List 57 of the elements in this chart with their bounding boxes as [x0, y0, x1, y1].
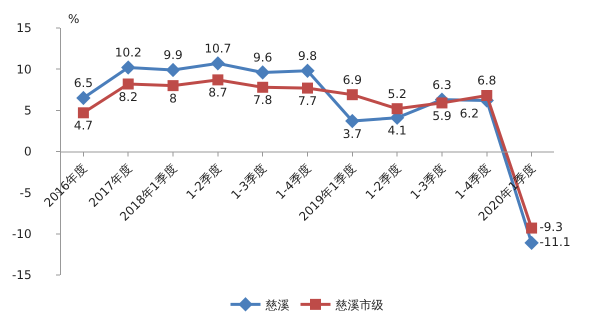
data-label: 10.7 [204, 42, 232, 56]
point [345, 114, 360, 128]
data-label: 7.8 [253, 93, 272, 108]
x-tick-label: 1-2季度 [183, 161, 224, 202]
point [121, 60, 136, 75]
point [256, 65, 270, 80]
point [78, 107, 89, 118]
data-label: 9.9 [164, 48, 183, 62]
y-tick-label: 0 [24, 144, 32, 159]
point [481, 90, 492, 102]
legend-label: 慈溪 [264, 298, 290, 312]
data-label: 5.2 [388, 86, 407, 101]
y-tick-label: -10 [12, 227, 32, 242]
point [210, 56, 226, 71]
point [302, 82, 313, 94]
data-label: 6.9 [342, 72, 362, 87]
point [524, 236, 539, 250]
data-label: 4.1 [388, 124, 407, 138]
y-tick-label: 5 [24, 104, 32, 118]
x-tick-label: 1-3季度 [228, 161, 270, 202]
x-tick-label: 1-2季度 [362, 161, 404, 202]
point [166, 62, 180, 78]
data-label: 7.7 [298, 94, 318, 108]
data-label: -9.3 [539, 220, 563, 234]
y-tick-label: 15 [16, 21, 32, 36]
y-tick-label: -15 [12, 268, 32, 282]
y-tick-label: 10 [16, 62, 32, 76]
point [392, 103, 403, 114]
data-label: 3.7 [342, 126, 362, 141]
data-label: 9.8 [298, 48, 318, 63]
point [300, 64, 315, 78]
data-label: 5.9 [432, 108, 452, 123]
data-label: 6.5 [74, 76, 93, 90]
point [436, 97, 448, 108]
data-label: 8.2 [118, 90, 138, 104]
data-label: 6.8 [477, 74, 496, 88]
data-label: 10.2 [114, 46, 142, 60]
point [76, 90, 91, 106]
point [346, 89, 358, 100]
x-tick-label: 1-3季度 [408, 161, 448, 202]
data-label: 6.2 [460, 106, 479, 120]
data-label: -11.1 [539, 234, 571, 249]
data-label: 9.6 [253, 50, 272, 65]
x-tick-label: 1-4季度 [452, 161, 494, 202]
x-tick-label: 1-4季度 [273, 161, 314, 202]
data-label: 6.3 [432, 78, 452, 92]
point [257, 82, 268, 93]
data-label: 8.7 [208, 86, 228, 100]
data-label: 4.7 [74, 118, 93, 133]
point [168, 80, 179, 92]
data-label: 8 [169, 92, 177, 106]
y-axis-title: % [68, 12, 80, 26]
point [526, 222, 538, 234]
legend-label: 慈溪市级 [334, 298, 384, 312]
point [122, 78, 134, 90]
y-tick-label: -5 [20, 186, 32, 200]
point [212, 74, 224, 86]
